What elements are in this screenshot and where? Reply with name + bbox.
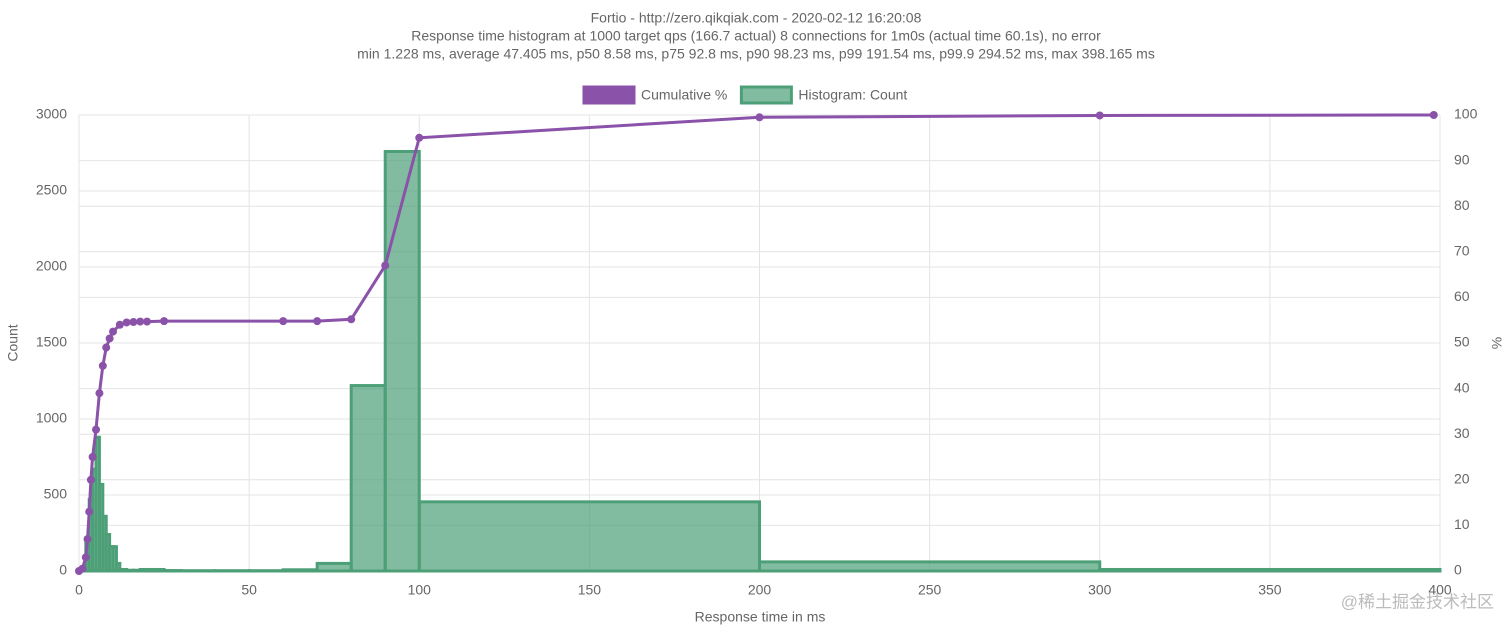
cumulative-point [106, 334, 114, 342]
x-tick-label: 150 [578, 582, 602, 598]
y2-tick-label: 90 [1454, 151, 1470, 167]
cumulative-point [92, 426, 100, 434]
x-tick-label: 0 [75, 582, 83, 598]
legend-swatch [584, 87, 634, 103]
y2-tick-label: 30 [1454, 425, 1470, 441]
cumulative-point [89, 453, 97, 461]
cumulative-point [1430, 111, 1438, 119]
y-tick-label: 500 [44, 486, 68, 502]
chart-title: Fortio - http://zero.qikqiak.com - 2020-… [591, 10, 922, 26]
cumulative-point [99, 362, 107, 370]
chart-subtitle: min 1.228 ms, average 47.405 ms, p50 8.5… [357, 46, 1155, 62]
y-tick-label: 0 [59, 562, 67, 578]
x-tick-label: 100 [408, 582, 432, 598]
chart-subtitle: Response time histogram at 1000 target q… [411, 28, 1101, 44]
y2-axis-label: % [1489, 337, 1505, 349]
cumulative-point [123, 318, 131, 326]
x-tick-label: 200 [748, 582, 772, 598]
cumulative-point [85, 508, 93, 516]
y2-tick-label: 50 [1454, 334, 1470, 350]
cumulative-point [87, 476, 95, 484]
y-tick-label: 3000 [36, 106, 67, 122]
x-tick-label: 50 [241, 582, 257, 598]
cumulative-point [82, 553, 90, 561]
legend-label: Histogram: Count [798, 87, 907, 103]
cumulative-point [415, 134, 423, 142]
x-tick-label: 250 [918, 582, 942, 598]
cumulative-point [279, 317, 287, 325]
y2-tick-label: 20 [1454, 471, 1470, 487]
y2-tick-label: 0 [1454, 562, 1462, 578]
cumulative-point [347, 315, 355, 323]
legend-swatch [741, 87, 791, 103]
histogram-bar [1100, 569, 1440, 571]
x-tick-label: 400 [1428, 582, 1452, 598]
x-tick-label: 300 [1088, 582, 1112, 598]
y2-tick-label: 10 [1454, 516, 1470, 532]
histogram-bar [351, 386, 385, 571]
histogram-bar [147, 569, 164, 571]
histogram-bar [760, 562, 1100, 571]
cumulative-point [313, 317, 321, 325]
cumulative-point [102, 344, 110, 352]
cumulative-point [756, 113, 764, 121]
y-axis-label: Count [5, 324, 21, 361]
cumulative-point [1096, 111, 1104, 119]
cumulative-point [109, 328, 117, 336]
y-tick-label: 2000 [36, 258, 67, 274]
cumulative-point [136, 318, 144, 326]
y2-tick-label: 80 [1454, 197, 1470, 213]
y2-tick-label: 100 [1454, 106, 1478, 122]
legend-label: Cumulative % [641, 87, 727, 103]
cumulative-point [160, 317, 168, 325]
cumulative-point [129, 318, 137, 326]
cumulative-point [381, 261, 389, 269]
histogram-bar [419, 502, 759, 571]
histogram-bar [317, 563, 351, 571]
cumulative-point [95, 389, 103, 397]
x-axis-label: Response time in ms [695, 609, 826, 625]
cumulative-point [84, 535, 92, 543]
cumulative-point [116, 321, 124, 329]
cumulative-point [78, 565, 86, 573]
histogram-bar [385, 151, 419, 571]
y2-tick-label: 40 [1454, 379, 1470, 395]
histogram-bar [283, 570, 317, 571]
y-tick-label: 2500 [36, 182, 67, 198]
y2-tick-label: 60 [1454, 288, 1470, 304]
cumulative-point [143, 318, 151, 326]
y2-tick-label: 70 [1454, 243, 1470, 259]
y-tick-label: 1000 [36, 410, 67, 426]
watermark: @稀土掘金技术社区 [1341, 592, 1494, 611]
x-tick-label: 350 [1258, 582, 1282, 598]
y-tick-label: 1500 [36, 334, 67, 350]
